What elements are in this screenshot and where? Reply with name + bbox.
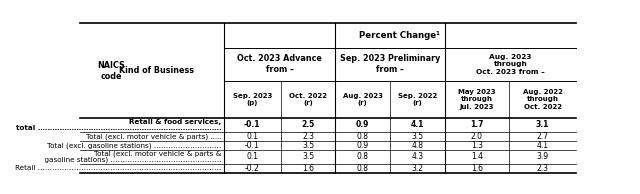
- Text: 4.1: 4.1: [536, 141, 548, 150]
- Text: Total (excl. gasoline stations) ……………………….: Total (excl. gasoline stations) ………………………: [47, 142, 221, 149]
- Text: Percent Change¹: Percent Change¹: [360, 31, 440, 40]
- Text: Aug. 2022
through
Oct. 2022: Aug. 2022 through Oct. 2022: [523, 89, 563, 110]
- Text: 4.3: 4.3: [412, 152, 423, 161]
- Text: 1.7: 1.7: [470, 120, 484, 129]
- Text: 1.4: 1.4: [471, 152, 483, 161]
- Text: Aug. 2023
(r): Aug. 2023 (r): [343, 93, 383, 106]
- Text: 0.1: 0.1: [246, 132, 259, 141]
- Text: Retail & food services,: Retail & food services,: [129, 119, 221, 125]
- Text: 0.1: 0.1: [246, 152, 259, 161]
- Text: Retail ………………………………………………………………….: Retail ………………………………………………………………….: [15, 165, 221, 171]
- Text: 0.9: 0.9: [356, 120, 369, 129]
- Text: Oct. 2023 Advance
from –: Oct. 2023 Advance from –: [237, 54, 322, 74]
- Text: 1.3: 1.3: [471, 141, 483, 150]
- Text: 0.8: 0.8: [356, 164, 369, 173]
- Text: 2.0: 2.0: [471, 132, 483, 141]
- Text: 0.9: 0.9: [356, 141, 369, 150]
- Text: 1.6: 1.6: [302, 164, 314, 173]
- Text: Sep. 2023 Preliminary
from –: Sep. 2023 Preliminary from –: [340, 54, 440, 74]
- Text: NAICS
code: NAICS code: [98, 61, 125, 81]
- Text: -0.2: -0.2: [245, 164, 260, 173]
- Text: Sep. 2022
(r): Sep. 2022 (r): [397, 93, 437, 106]
- Text: 4.1: 4.1: [411, 120, 424, 129]
- Text: 2.3: 2.3: [536, 164, 548, 173]
- Text: Kind of Business: Kind of Business: [120, 66, 195, 75]
- Text: Oct. 2022
(r): Oct. 2022 (r): [289, 93, 327, 106]
- Text: 3.2: 3.2: [412, 164, 423, 173]
- Text: 0.8: 0.8: [356, 132, 369, 141]
- Text: Sep. 2023
(p): Sep. 2023 (p): [233, 93, 272, 106]
- Text: Total (excl. motor vehicle & parts &: Total (excl. motor vehicle & parts &: [94, 151, 221, 157]
- Text: 2.5: 2.5: [301, 120, 315, 129]
- Text: 3.9: 3.9: [536, 152, 548, 161]
- Text: gasoline stations) ……………………………………….: gasoline stations) ……………………………………….: [40, 157, 221, 163]
- Text: 3.5: 3.5: [302, 141, 314, 150]
- Text: 1.6: 1.6: [471, 164, 483, 173]
- Text: total ………………………………………………………………….: total ………………………………………………………………….: [11, 125, 221, 131]
- Text: 3.5: 3.5: [302, 152, 314, 161]
- Text: 0.8: 0.8: [356, 152, 369, 161]
- Text: 3.1: 3.1: [536, 120, 549, 129]
- Text: 3.5: 3.5: [412, 132, 423, 141]
- Text: 2.7: 2.7: [536, 132, 548, 141]
- Text: 2.3: 2.3: [302, 132, 314, 141]
- Text: Total (excl. motor vehicle & parts) .....: Total (excl. motor vehicle & parts) ....…: [86, 133, 221, 139]
- Text: Aug. 2023
through
Oct. 2023 from –: Aug. 2023 through Oct. 2023 from –: [476, 54, 545, 75]
- Text: -0.1: -0.1: [244, 120, 260, 129]
- Text: -0.1: -0.1: [245, 141, 260, 150]
- Text: May 2023
through
Jul. 2023: May 2023 through Jul. 2023: [458, 89, 495, 110]
- Text: 4.8: 4.8: [412, 141, 423, 150]
